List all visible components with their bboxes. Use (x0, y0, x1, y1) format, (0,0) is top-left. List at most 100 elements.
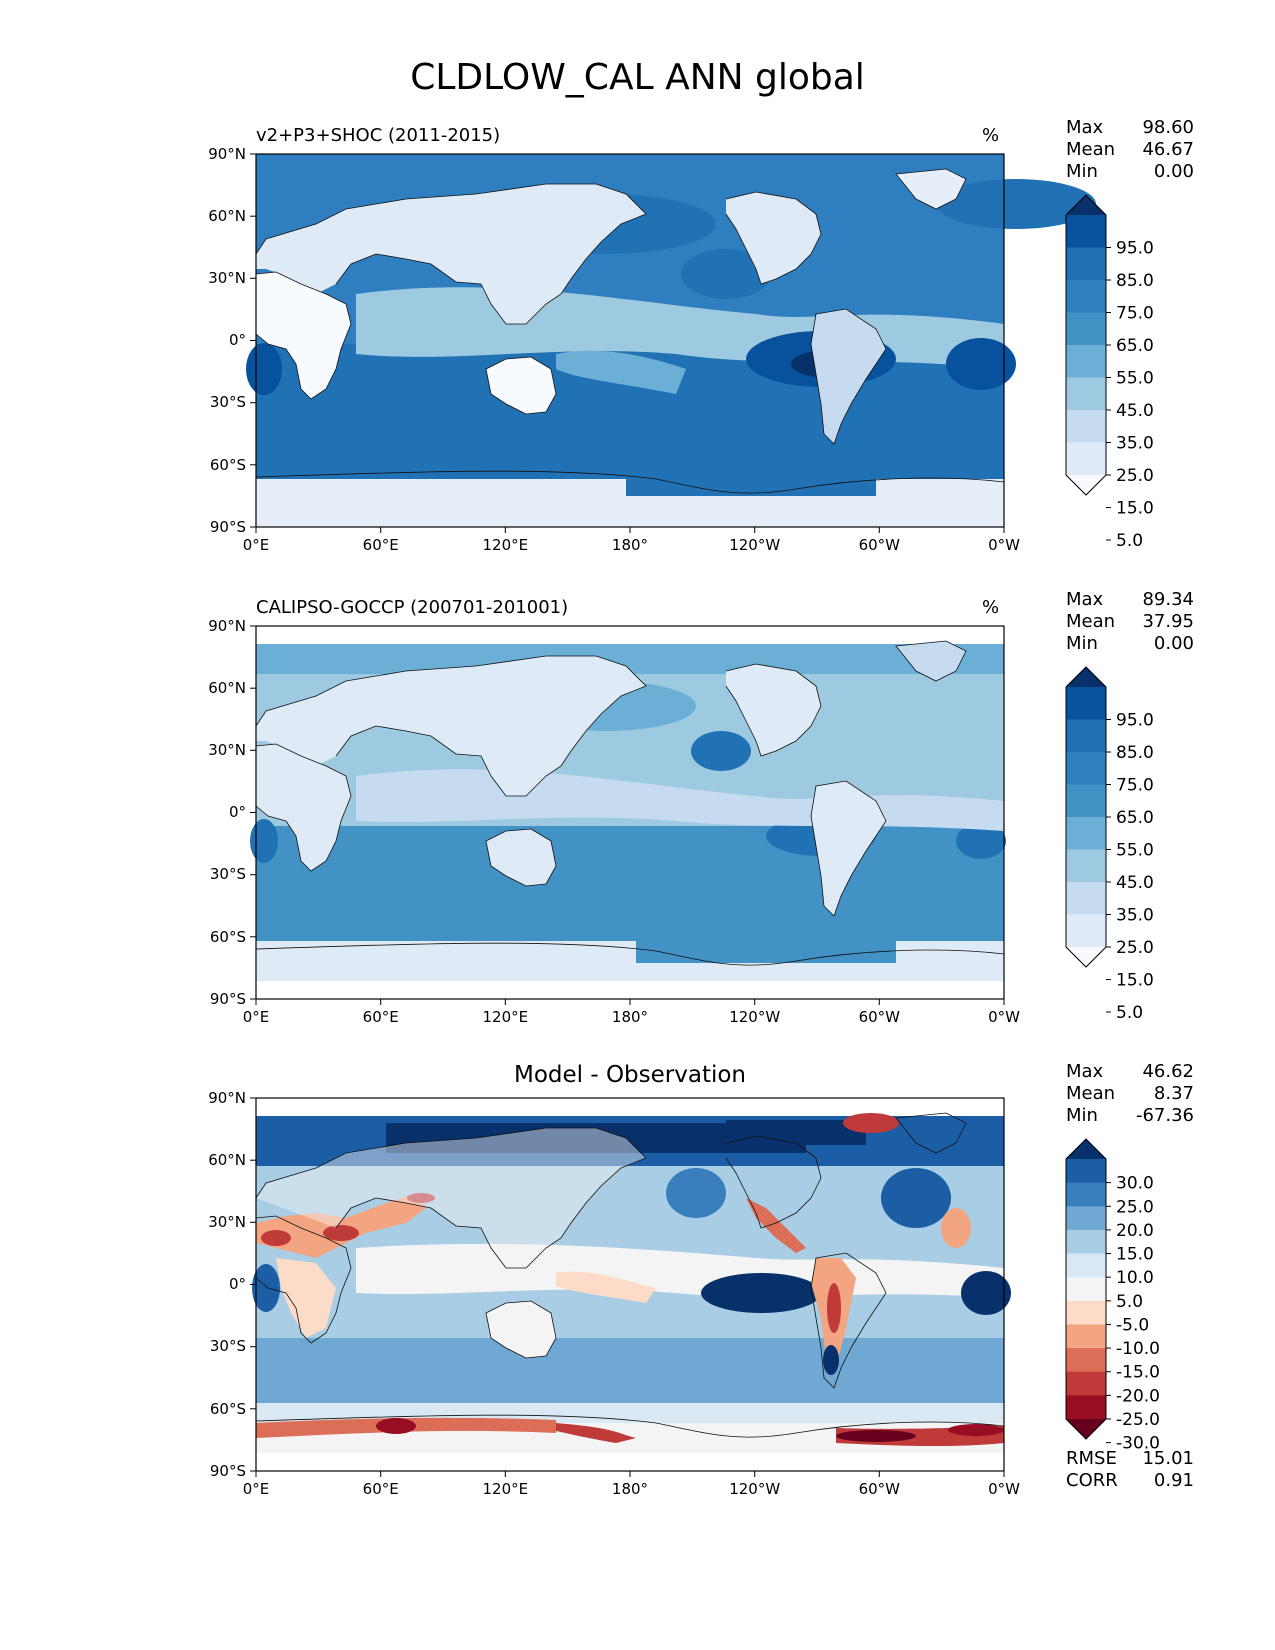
peru-positive-bias (701, 1273, 821, 1313)
eurasia (256, 656, 646, 796)
colorbar-segment (1066, 687, 1106, 720)
panel-3-title: Model - Observation (513, 1062, 747, 1088)
colorbar-tick-label: 95.0 (1116, 239, 1154, 259)
panel-2-unit: % (982, 597, 1000, 618)
stat-value: -67.36 (1135, 1105, 1194, 1126)
colorbar-segment (1066, 1277, 1106, 1302)
south-america (811, 781, 886, 916)
stat-value: 8.37 (1153, 1083, 1194, 1104)
lon-tick-label: 60°W (859, 1480, 901, 1498)
colorbar-extend-bottom (1066, 1419, 1106, 1439)
colorbar-segment (1066, 784, 1106, 818)
africa (256, 272, 351, 399)
lon-tick-label: 120°E (482, 1008, 528, 1026)
colorbar-segment (1066, 914, 1106, 948)
panel-2-map: 90°N 60°N 30°N 0° 30°S 60°S 90°S 0°E 60°… (208, 617, 1020, 1026)
stat-label: Min (1066, 161, 1098, 182)
colorbar-segment (1066, 1371, 1106, 1396)
lat-tick-label: 30°S (210, 1337, 246, 1355)
stat-label: Max (1066, 1061, 1104, 1082)
colorbar-tick-label: -20.0 (1116, 1386, 1160, 1406)
lat-tick-label: 60°S (210, 928, 246, 946)
colorbar-tick-label: 45.0 (1116, 401, 1154, 421)
panel-1-unit: % (982, 125, 1000, 146)
lat-tick-label: 60°N (208, 1151, 246, 1169)
colorbar-extend-top (1066, 1139, 1106, 1159)
colorbar-tick-label: 25.0 (1116, 1197, 1154, 1217)
colorbar-segment (1066, 719, 1106, 753)
lat-tick-label: 90°N (208, 617, 246, 635)
lon-tick-label: 60°W (859, 1008, 901, 1026)
colorbar-tick-label: 5.0 (1116, 1003, 1143, 1023)
stat-value: 46.62 (1142, 1061, 1194, 1082)
colorbar-extend-top (1066, 195, 1106, 215)
colorbar-tick-label: 65.0 (1116, 336, 1154, 356)
colorbar-tick-label: -25.0 (1116, 1410, 1160, 1430)
lat-tick-label: 60°N (208, 679, 246, 697)
lat-tick-label: 90°N (208, 145, 246, 163)
colorbar-tick-label: 15.0 (1116, 499, 1154, 519)
stat-value: 0.91 (1153, 1470, 1194, 1491)
colorbar-tick-label: 35.0 (1116, 434, 1154, 454)
stat-label: RMSE (1066, 1448, 1117, 1469)
colorbar-segment (1066, 312, 1106, 346)
australia (486, 357, 556, 414)
stat-value: 46.67 (1142, 139, 1194, 160)
lat-tick-label: 90°N (208, 1089, 246, 1107)
north-america (726, 192, 821, 284)
lat-tick-label: 0° (229, 1275, 246, 1293)
lon-tick-label: 0°E (243, 1008, 270, 1026)
lon-tick-label: 180° (612, 1008, 648, 1026)
colorbar-tick-label: 45.0 (1116, 873, 1154, 893)
lon-tick-label: 0°W (988, 1480, 1020, 1498)
colorbar-tick-label: 25.0 (1116, 938, 1154, 958)
panel-2-stats: Max 89.34 Mean 37.95 Min 0.00 (1066, 589, 1194, 655)
colorbar-tick-label: 85.0 (1116, 271, 1154, 291)
colorbar-tick-label: 85.0 (1116, 743, 1154, 763)
colorbar-segment (1066, 1348, 1106, 1373)
panel-3-colorbar: 30.0 25.0 20.0 15.0 10.0 5.0 -5.0 -10.0 -15.0 -20… (1065, 1138, 1160, 1454)
stat-value: 0.00 (1153, 633, 1194, 654)
colorbar-tick-label: 5.0 (1116, 1292, 1143, 1312)
lat-tick-label: 30°S (210, 865, 246, 883)
colorbar-segment (1066, 1206, 1106, 1231)
lon-tick-label: 0°W (988, 1008, 1020, 1026)
colorbar-segment (1066, 752, 1106, 785)
colorbar-segment (1066, 1229, 1106, 1255)
panel-2-colorbar: 95.0 85.0 75.0 65.0 55.0 45.0 35.0 25.0 15.0 5.0 (1065, 666, 1154, 1023)
colorbar-segment (1066, 215, 1106, 248)
colorbar-tick-label: 65.0 (1116, 808, 1154, 828)
colorbar-extend-top (1066, 667, 1106, 687)
colorbar-segment (1066, 817, 1106, 850)
colorbar-tick-label: 95.0 (1116, 711, 1154, 731)
colorbar-segment (1066, 410, 1106, 443)
lat-tick-label: 0° (229, 803, 246, 821)
lon-tick-label: 120°W (729, 536, 780, 554)
colorbar-segment (1066, 849, 1106, 883)
colorbar-segment (1066, 280, 1106, 313)
lat-tick-label: 30°N (208, 269, 246, 287)
lat-tick-label: 30°N (208, 1213, 246, 1231)
colorbar-tick-label: 35.0 (1116, 906, 1154, 926)
colorbar-tick-label: 55.0 (1116, 369, 1154, 389)
colorbar-tick-label: -15.0 (1116, 1363, 1160, 1383)
namibia-stratocumulus (946, 338, 1016, 390)
colorbar-tick-label: 10.0 (1116, 1268, 1154, 1288)
colorbar-tick-label: 25.0 (1116, 466, 1154, 486)
panel-1-map: 90°N 60°N 30°N 0° 30°S 60°S 90°S 0°E 60°… (208, 145, 1096, 554)
lon-tick-label: 0°E (243, 1480, 270, 1498)
colorbar-tick-label: 5.0 (1116, 531, 1143, 551)
colorbar-segment (1066, 1182, 1106, 1207)
stat-value: 15.01 (1142, 1448, 1194, 1469)
panel-3-map: 90°N 60°N 30°N 0° 30°S 60°S 90°S 0°E 60°… (208, 1089, 1020, 1498)
stat-label: Max (1066, 589, 1104, 610)
lat-tick-label: 30°N (208, 741, 246, 759)
stat-label: Max (1066, 117, 1104, 138)
lat-tick-label: 60°S (210, 1400, 246, 1418)
lon-tick-label: 120°E (482, 536, 528, 554)
california-stratocumulus (691, 731, 751, 771)
colorbar-segment (1066, 1324, 1106, 1349)
colorbar-tick-label: -10.0 (1116, 1339, 1160, 1359)
lat-tick-label: 90°S (210, 1462, 246, 1480)
colorbar-tick-label: 30.0 (1116, 1174, 1154, 1194)
